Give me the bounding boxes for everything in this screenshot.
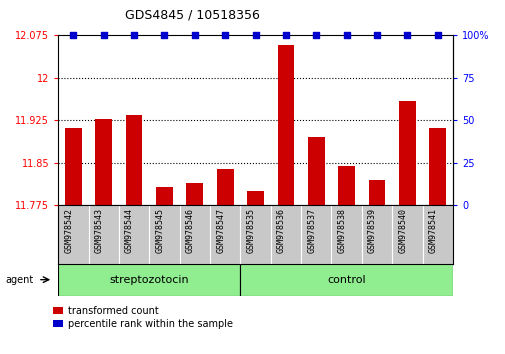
Bar [58, 264, 240, 296]
Bar [247, 191, 264, 205]
Point [130, 33, 138, 38]
Text: streptozotocin: streptozotocin [109, 275, 189, 285]
Text: GSM978545: GSM978545 [155, 208, 164, 253]
Point [402, 33, 411, 38]
Point [312, 33, 320, 38]
Text: GSM978544: GSM978544 [125, 208, 134, 253]
Text: GSM978536: GSM978536 [276, 208, 285, 253]
Bar [277, 45, 294, 205]
Bar [126, 115, 142, 205]
Point [342, 33, 350, 38]
Point [251, 33, 259, 38]
Text: GSM978538: GSM978538 [337, 208, 346, 253]
Point [69, 33, 77, 38]
Point [372, 33, 380, 38]
Text: GSM978540: GSM978540 [397, 208, 407, 253]
Bar [368, 180, 385, 205]
Bar [429, 128, 445, 205]
Bar [240, 264, 452, 296]
Point [221, 33, 229, 38]
Point [190, 33, 198, 38]
Text: GSM978547: GSM978547 [216, 208, 225, 253]
Bar [186, 183, 203, 205]
Text: GSM978546: GSM978546 [185, 208, 194, 253]
Point [99, 33, 108, 38]
Point [281, 33, 289, 38]
Text: GSM978537: GSM978537 [307, 208, 316, 253]
Text: GSM978539: GSM978539 [367, 208, 376, 253]
Text: GSM978542: GSM978542 [64, 208, 73, 253]
Point [160, 33, 168, 38]
Bar [217, 169, 233, 205]
Bar [307, 137, 324, 205]
Text: GSM978541: GSM978541 [428, 208, 437, 253]
Text: GDS4845 / 10518356: GDS4845 / 10518356 [125, 9, 259, 22]
Point [433, 33, 441, 38]
Text: agent: agent [5, 275, 33, 285]
Bar [337, 166, 355, 205]
Text: GSM978535: GSM978535 [246, 208, 255, 253]
Bar [95, 119, 112, 205]
Bar [156, 187, 173, 205]
Text: GSM978543: GSM978543 [94, 208, 104, 253]
Text: control: control [327, 275, 365, 285]
Legend: transformed count, percentile rank within the sample: transformed count, percentile rank withi… [53, 306, 232, 329]
Bar [398, 101, 415, 205]
Bar [65, 128, 82, 205]
